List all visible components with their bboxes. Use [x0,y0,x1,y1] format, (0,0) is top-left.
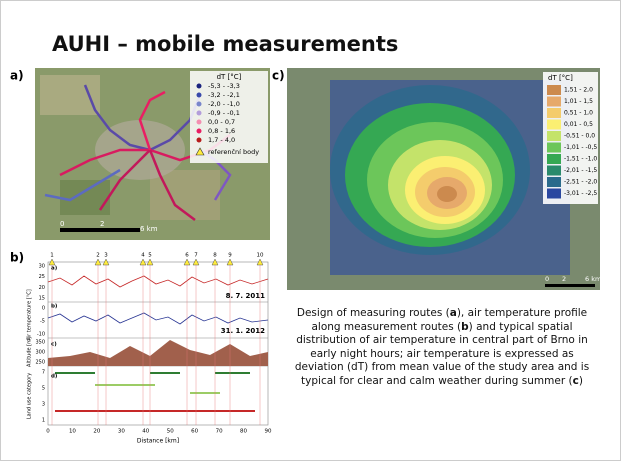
reference-number: 2 [96,253,100,259]
reference-number: 1 [50,253,54,259]
x-tick-label: 20 [93,429,100,435]
legend-swatch [547,177,561,187]
legend-swatch [197,129,202,134]
scale-label: 6 km [585,275,601,283]
caption: Design of measuring routes (a), air temp… [292,307,592,388]
reference-number: 7 [194,253,198,259]
profile-chart [48,262,268,425]
axis-title: Distance [km] [137,438,179,445]
scale-label: 2 [100,220,104,228]
caption-text: Design of measuring routes ( [297,307,450,319]
sub-label: d) [51,374,58,380]
reference-number: 9 [228,253,232,259]
reference-number: 8 [213,253,217,259]
sub-label: a) [51,266,58,272]
legend-swatch [197,102,202,107]
panel-label: b) [10,251,24,265]
caption-text: ) [579,375,583,387]
slide: AUHI – mobile measurements a) dT [°C] -5… [0,0,621,461]
x-tick-label: 50 [167,429,174,435]
legend-swatch [547,131,561,141]
x-tick-label: 60 [191,429,198,435]
legend-title: dT [°C] [548,74,573,82]
legend-swatch [197,84,202,89]
legend-swatch [197,138,202,143]
legend-label: -1,51 - -1,0 [564,156,597,163]
y-tick-label: 350 [35,340,45,346]
x-tick-label: 90 [265,429,272,435]
legend-label: -3,2 - -2,1 [208,91,240,99]
panel-label: c) [272,69,285,83]
legend-label: -2,51 - -2,0 [564,179,597,186]
x-tick-label: 40 [142,429,149,435]
legend-label: 0,01 - 0,5 [564,121,593,128]
legend-label: 1,51 - 2,0 [564,87,593,94]
reference-number: 6 [185,253,189,259]
axis-title: Land use category [27,373,33,419]
legend-label: -0,51 - 0,0 [564,133,595,140]
legend-swatch [547,189,561,199]
legend-label: 0,51 - 1,0 [564,110,593,117]
legend-label: -5,3 - -3,3 [208,82,240,90]
legend-label: referenční body [208,148,259,156]
y-tick-label: 3 [42,402,45,408]
y-tick-label: 0 [42,306,45,312]
reference-number: 3 [104,253,108,259]
caption-text: b [461,321,469,333]
date-label: 8. 7. 2011 [226,292,266,300]
axis-title: Altitude [m] [27,337,33,367]
scale-label: 2 [562,275,566,283]
x-tick-label: 10 [69,429,76,435]
y-tick-label: -10 [37,332,45,338]
legend-label: -2,0 - -1,0 [208,100,240,108]
reference-number: 10 [257,253,264,259]
date-label: 31. 1. 2012 [221,327,265,335]
scale-label: 0 [545,275,549,283]
x-tick-label: 30 [118,429,125,435]
y-tick-label: 30 [39,264,45,270]
legend-swatch [547,154,561,164]
legend-label: 1,7 - 4,0 [208,136,235,144]
y-tick-label: 1 [42,418,45,424]
y-tick-label: 25 [39,274,45,280]
y-tick-label: 7 [42,370,45,376]
legend-label: -2,01 - -1,5 [564,167,597,174]
x-tick-label: 0 [46,429,50,435]
x-tick-label: 80 [240,429,247,435]
legend-label: -1,01 - -0,5 [564,144,597,151]
y-tick-label: 250 [35,360,45,366]
scale-label: 6 km [140,225,158,233]
legend-swatch [197,93,202,98]
title: AUHI – mobile measurements [52,32,398,56]
legend-label: 0,8 - 1,6 [208,127,235,135]
y-tick-label: 5 [42,386,45,392]
legend-swatch [547,108,561,118]
y-tick-label: 15 [39,296,45,302]
reference-number: 4 [141,253,145,259]
legend-title: dT [°C] [217,73,242,81]
legend-swatch [547,97,561,107]
reference-number: 5 [148,253,152,259]
slide-graphics: AUHI – mobile measurements a) dT [°C] -5… [0,0,621,461]
sub-label: c) [51,342,57,348]
legend-label: 0,0 - 0,7 [208,118,235,126]
caption-text: a [450,307,457,319]
sub-label: b) [51,304,58,310]
legend-label: -0,9 - -0,1 [208,109,240,117]
scale-label: 0 [60,220,64,228]
legend-swatch [547,85,561,95]
legend-swatch [547,120,561,130]
legend-swatch [547,166,561,176]
legend-swatch [197,111,202,116]
legend-swatch [547,143,561,153]
y-tick-label: 300 [35,350,45,356]
legend-label: 1,01 - 1,5 [564,98,593,105]
y-tick-label: -5 [40,319,45,325]
legend-label: -3,01 - -2,5 [564,190,597,197]
y-tick-label: 20 [39,285,45,291]
panel-label: a) [10,69,24,83]
legend-swatch [197,120,202,125]
axis-title: Air temperature [°C] [27,289,33,340]
x-tick-label: 70 [216,429,223,435]
